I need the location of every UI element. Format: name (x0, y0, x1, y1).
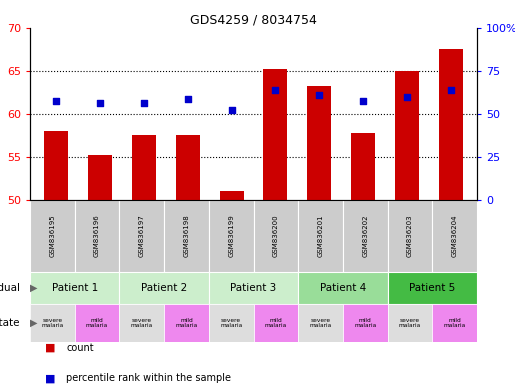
Bar (298, 272, 388, 304)
Text: GSM836195: GSM836195 (49, 215, 55, 257)
Bar (343, 200, 388, 272)
Text: GSM836204: GSM836204 (452, 215, 458, 257)
Point (403, 94, 411, 100)
Bar (395, 71, 419, 200)
Text: GSM836196: GSM836196 (94, 215, 100, 257)
Text: disease state: disease state (0, 318, 20, 328)
Bar (119, 272, 209, 304)
Bar (263, 69, 287, 200)
Bar (253, 304, 298, 342)
Bar (75, 200, 119, 272)
Bar (388, 304, 432, 342)
Text: count: count (66, 343, 94, 353)
Bar (44, 131, 68, 200)
Text: ▶: ▶ (30, 283, 38, 293)
Text: individual: individual (0, 283, 20, 293)
Bar (432, 200, 477, 272)
Bar (30, 200, 75, 272)
Bar (30, 304, 75, 342)
Text: mild
malaria: mild malaria (354, 318, 376, 328)
Text: GSM836199: GSM836199 (228, 215, 234, 257)
Point (52, 98, 60, 104)
Point (140, 100, 148, 106)
Text: GSM836197: GSM836197 (139, 215, 145, 257)
Bar (307, 86, 331, 200)
Text: percentile rank within the sample: percentile rank within the sample (66, 373, 231, 383)
Text: ■: ■ (45, 373, 56, 383)
Bar (119, 304, 164, 342)
Text: severe
malaria: severe malaria (310, 318, 332, 328)
Bar (388, 272, 477, 304)
Bar (343, 304, 388, 342)
Text: Patient 4: Patient 4 (320, 283, 366, 293)
Text: Patient 1: Patient 1 (52, 283, 98, 293)
Text: GSM836198: GSM836198 (183, 215, 190, 257)
Text: ▶: ▶ (30, 318, 38, 328)
Text: mild
malaria: mild malaria (175, 318, 198, 328)
Bar (209, 272, 298, 304)
Text: mild
malaria: mild malaria (443, 318, 466, 328)
Title: GDS4259 / 8034754: GDS4259 / 8034754 (190, 14, 317, 27)
Bar (432, 304, 477, 342)
Text: severe
malaria: severe malaria (399, 318, 421, 328)
Bar (75, 304, 119, 342)
Text: severe
malaria: severe malaria (220, 318, 242, 328)
Bar (176, 136, 200, 200)
Bar (209, 304, 253, 342)
Text: GSM836200: GSM836200 (273, 215, 279, 257)
Text: severe
malaria: severe malaria (131, 318, 153, 328)
Bar (164, 200, 209, 272)
Text: GSM836202: GSM836202 (362, 215, 368, 257)
Text: mild
malaria: mild malaria (265, 318, 287, 328)
Point (447, 87, 455, 93)
Bar (439, 50, 463, 200)
Bar (351, 133, 375, 200)
Bar (253, 200, 298, 272)
Point (271, 87, 280, 93)
Point (228, 107, 236, 113)
Text: GSM836203: GSM836203 (407, 215, 413, 257)
Bar (298, 200, 343, 272)
Bar (132, 136, 156, 200)
Bar (119, 200, 164, 272)
Bar (298, 304, 343, 342)
Bar (219, 191, 244, 200)
Bar (388, 200, 432, 272)
Bar (30, 272, 119, 304)
Text: Patient 5: Patient 5 (409, 283, 455, 293)
Bar (209, 200, 253, 272)
Bar (88, 155, 112, 200)
Text: severe
malaria: severe malaria (41, 318, 63, 328)
Point (315, 92, 323, 98)
Point (96, 100, 104, 106)
Text: Patient 3: Patient 3 (230, 283, 277, 293)
Text: Patient 2: Patient 2 (141, 283, 187, 293)
Text: mild
malaria: mild malaria (86, 318, 108, 328)
Point (184, 96, 192, 102)
Bar (164, 304, 209, 342)
Text: ■: ■ (45, 343, 56, 353)
Text: GSM836201: GSM836201 (318, 215, 323, 257)
Point (359, 98, 367, 104)
